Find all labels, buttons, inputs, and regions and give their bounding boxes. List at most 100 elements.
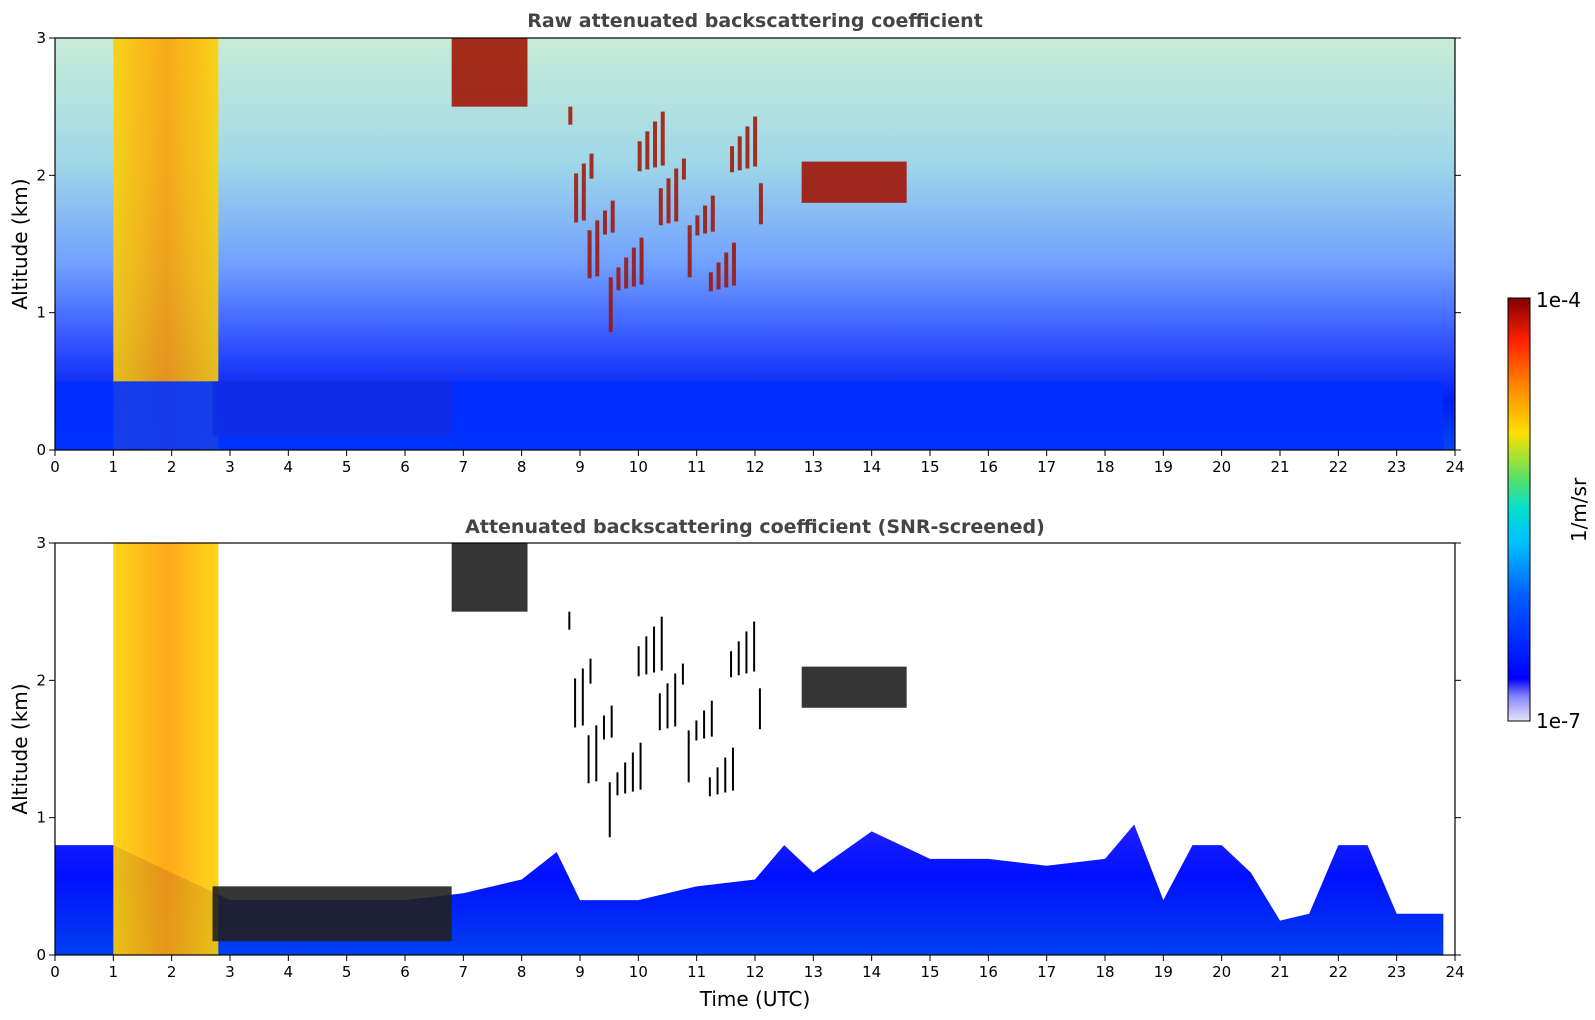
raw-feature-streak <box>753 116 758 167</box>
screened-feature-streak <box>610 705 613 738</box>
y-tick-label: 2 <box>36 671 46 689</box>
x-tick-label: 10 <box>629 963 648 981</box>
screened-feature-streak <box>645 636 648 675</box>
x-tick-label: 7 <box>459 963 469 981</box>
raw-feature-streak <box>674 168 679 222</box>
screened-feature-streak <box>745 631 748 674</box>
screened-feature-streak <box>681 663 684 685</box>
y-tick-label: 0 <box>36 946 46 964</box>
colorbar-unit-label: 1/m/sr <box>1567 477 1591 542</box>
raw-feature-streak <box>602 210 607 235</box>
screened-feature-streak <box>753 621 756 672</box>
colorbar-gradient <box>1507 297 1531 722</box>
x-tick-label: 15 <box>920 458 939 476</box>
y-tick-label: 3 <box>36 29 46 47</box>
y-tick-label: 2 <box>36 166 46 184</box>
x-tick-label: 4 <box>284 458 294 476</box>
screened-feature-streak <box>624 762 627 794</box>
x-tick-label: 23 <box>1387 458 1406 476</box>
panel-screened-heatmap <box>55 543 1455 955</box>
y-tick-label: 1 <box>36 304 46 322</box>
panel-raw-title: Raw attenuated backscattering coefficien… <box>527 10 983 32</box>
x-tick-label: 20 <box>1212 963 1231 981</box>
screened-feature-streak <box>666 683 669 729</box>
x-tick-label: 11 <box>687 963 706 981</box>
x-tick-label: 23 <box>1387 963 1406 981</box>
screened-feature-streak <box>602 715 605 740</box>
x-tick-label: 19 <box>1154 458 1173 476</box>
screened-feature-streak <box>653 626 656 673</box>
panel-screened-title: Attenuated backscattering coefficient (S… <box>465 516 1045 538</box>
raw-feature-streak <box>710 195 715 232</box>
screened-feature <box>801 666 907 708</box>
y-tick-label: 0 <box>36 441 46 459</box>
raw-feature-streak <box>587 230 592 279</box>
x-tick-label: 21 <box>1270 963 1289 981</box>
x-tick-label: 2 <box>167 963 177 981</box>
raw-feature-streak <box>595 220 600 277</box>
x-tick-label: 0 <box>50 458 60 476</box>
raw-feature-streak <box>574 173 579 223</box>
x-tick-label: 12 <box>745 458 764 476</box>
raw-feature-streak <box>608 277 613 333</box>
x-tick-label: 20 <box>1212 458 1231 476</box>
x-tick-label: 13 <box>804 458 823 476</box>
colorbar-max-label: 1e-4 <box>1536 288 1581 312</box>
screened-feature-streak <box>708 777 711 797</box>
raw-feature-streak <box>724 252 729 288</box>
raw-feature-streak <box>758 183 763 225</box>
screened-feature-streak <box>731 747 734 791</box>
raw-feature-streak <box>653 121 658 168</box>
x-tick-label: 14 <box>862 458 881 476</box>
panel-screened-ylabel: Altitude (km) <box>8 683 32 814</box>
x-tick-label: 14 <box>862 963 881 981</box>
x-tick-label: 3 <box>225 963 235 981</box>
x-tick-label: 11 <box>687 458 706 476</box>
x-tick-label: 16 <box>979 458 998 476</box>
x-tick-label: 6 <box>400 458 410 476</box>
x-tick-label: 1 <box>109 963 119 981</box>
panel-raw-x-ticks: 0 1 2 3 4 5 6 7 8 9 10 11 12 13 14 15 16 17 18 19 20 21 22 23 24 <box>50 450 1465 476</box>
x-tick-label: 8 <box>517 963 527 981</box>
y-tick-label: 3 <box>36 534 46 552</box>
raw-feature-streak <box>695 215 700 236</box>
panel-raw-ylabel: Altitude (km) <box>8 178 32 309</box>
raw-feature-streak <box>737 136 742 171</box>
screened-feature-streak <box>674 673 677 727</box>
raw-feature-streak <box>645 131 650 170</box>
raw-feature-streak <box>631 247 636 287</box>
x-tick-label: 8 <box>517 458 527 476</box>
panel-raw-y-ticks: 0 1 2 3 <box>36 29 1461 459</box>
colorbar-min-label: 1e-7 <box>1536 709 1581 733</box>
screened-feature-streak <box>595 725 598 782</box>
screened-feature-streak <box>574 678 577 728</box>
screened-feature-streak <box>758 688 761 730</box>
raw-feature-streak <box>730 146 735 173</box>
raw-feature-streak <box>666 178 671 224</box>
raw-feature-streak <box>731 242 736 286</box>
screened-feature-streak <box>568 611 571 630</box>
x-tick-label: 19 <box>1154 963 1173 981</box>
screened-feature-streak <box>737 641 740 676</box>
raw-feature-streak <box>708 272 713 292</box>
x-tick-label: 9 <box>575 963 585 981</box>
panel-screened-xlabel: Time (UTC) <box>699 987 811 1011</box>
raw-feature-streak <box>716 262 721 290</box>
x-tick-label: 22 <box>1329 963 1348 981</box>
panel-screened-x-ticks: 0 1 2 3 4 5 6 7 8 9 10 11 12 13 14 15 16 17 18 19 20 21 22 23 24 <box>50 955 1465 981</box>
x-tick-label: 9 <box>575 458 585 476</box>
screened-feature-streak <box>639 742 642 790</box>
screened-feature <box>113 543 219 955</box>
screened-feature-streak <box>687 730 690 783</box>
raw-feature-streak <box>637 141 642 172</box>
x-tick-label: 4 <box>284 963 294 981</box>
x-tick-label: 17 <box>1037 458 1056 476</box>
raw-feature-streak <box>660 111 665 166</box>
raw-feature <box>451 38 528 107</box>
raw-feature-streak <box>745 126 750 169</box>
x-tick-label: 16 <box>979 963 998 981</box>
x-tick-label: 12 <box>745 963 764 981</box>
raw-feature-streak <box>616 267 621 291</box>
x-tick-label: 21 <box>1270 458 1289 476</box>
